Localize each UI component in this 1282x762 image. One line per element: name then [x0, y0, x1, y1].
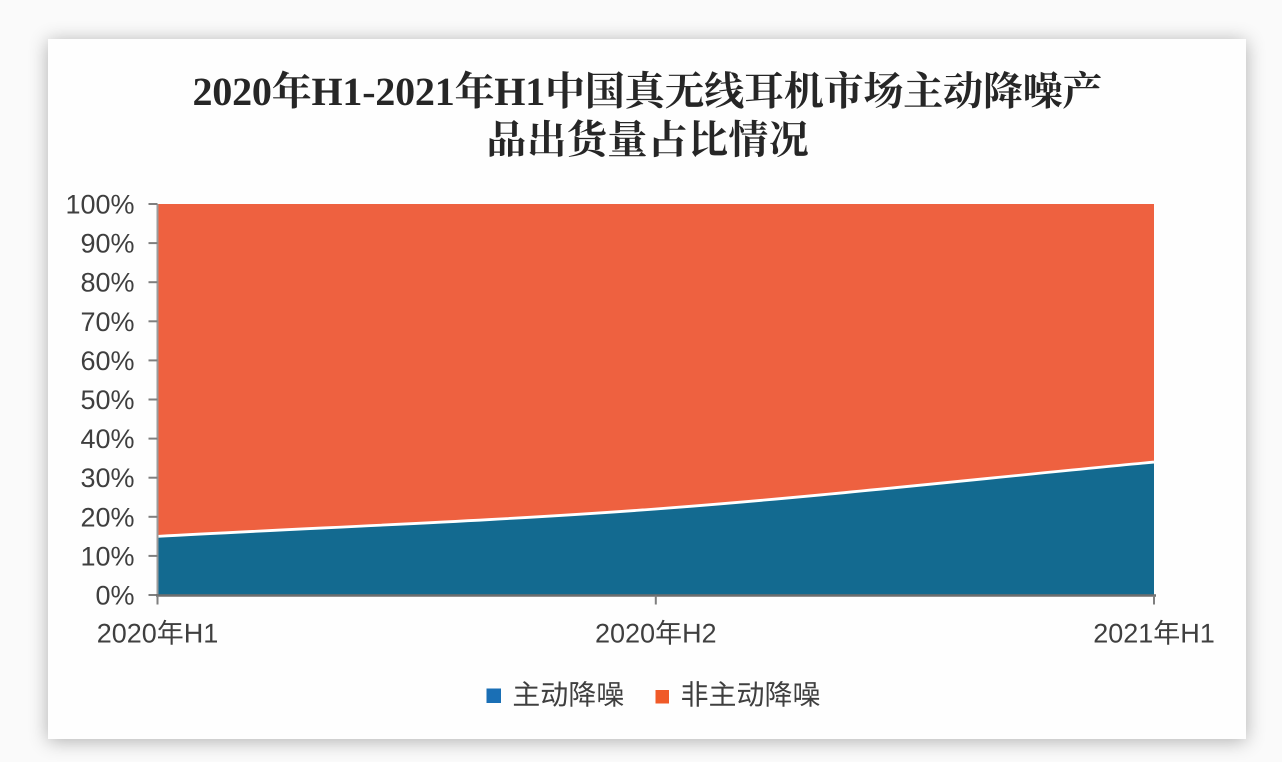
svg-text:80%: 80% — [80, 268, 134, 298]
svg-text:40%: 40% — [80, 424, 134, 454]
svg-text:100%: 100% — [65, 190, 134, 220]
svg-text:70%: 70% — [80, 307, 134, 337]
svg-text:0%: 0% — [95, 581, 134, 611]
svg-text:20%: 20% — [80, 502, 134, 532]
svg-text:50%: 50% — [80, 385, 134, 415]
svg-text:90%: 90% — [80, 229, 134, 259]
svg-text:10%: 10% — [80, 541, 134, 571]
svg-text:30%: 30% — [80, 463, 134, 493]
svg-text:60%: 60% — [80, 346, 134, 376]
